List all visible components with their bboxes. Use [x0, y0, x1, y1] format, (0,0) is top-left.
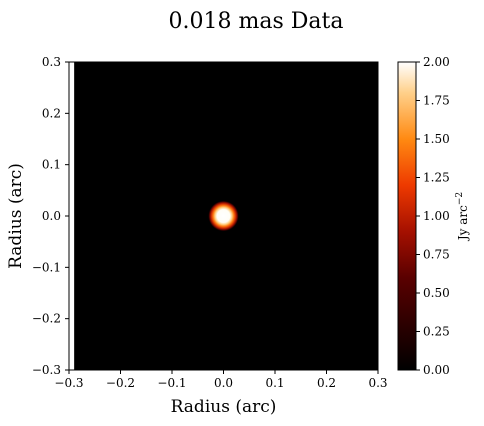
colorbar-label-exponent: −2: [455, 192, 465, 205]
colorbar-tick-label: 0.75: [423, 248, 450, 262]
chart-title: 0.018 mas Data: [169, 9, 344, 34]
plot-area: [68, 61, 379, 371]
colorbar-label-unit: Jy arc: [456, 205, 470, 242]
y-tick-label: −0.3: [32, 363, 61, 377]
x-tick-label: 0.2: [317, 376, 336, 390]
y-tick-label: −0.1: [32, 260, 61, 274]
colorbar-tick-label: 1.50: [423, 132, 450, 146]
y-axis-label: Radius (arc): [6, 163, 26, 269]
y-tick-label: −0.2: [32, 312, 61, 326]
x-tick-label: −0.2: [106, 376, 135, 390]
x-axis-ticks: −0.3 −0.2 −0.1 0.0 0.1 0.2 0.3: [54, 370, 388, 390]
x-tick-label: 0.1: [265, 376, 284, 390]
x-tick-label: 0.0: [214, 376, 233, 390]
colorbar-tick-label: 2.00: [423, 55, 450, 69]
colorbar-tick-label: 0.25: [423, 325, 450, 339]
x-tick-label: −0.3: [54, 376, 83, 390]
colorbar: 0.00 0.25 0.50 0.75 1.00 1.25 1.50 1.75 2.00 Jy …: [397, 55, 470, 377]
colorbar-tick-label: 0.50: [423, 286, 450, 300]
x-axis-label: Radius (arc): [171, 397, 277, 417]
y-tick-label: 0.0: [42, 209, 61, 223]
y-tick-label: 0.3: [42, 55, 61, 69]
colorbar-tick-label: 1.00: [423, 209, 450, 223]
y-tick-label: 0.2: [42, 106, 61, 120]
y-tick-label: 0.1: [42, 158, 61, 172]
y-axis-ticks: −0.3 −0.2 −0.1 0.0 0.1 0.2 0.3: [32, 55, 69, 377]
colorbar-tick-label: 1.75: [423, 94, 450, 108]
source-blob: [208, 200, 239, 232]
x-tick-label: 0.3: [368, 376, 387, 390]
colorbar-tick-label: 1.25: [423, 171, 450, 185]
colorbar-ticks: 0.00 0.25 0.50 0.75 1.00 1.25 1.50 1.75 2.00: [416, 55, 450, 377]
colorbar-gradient: [397, 61, 417, 371]
colorbar-tick-label: 0.00: [423, 363, 450, 377]
colorbar-label: Jy arc−2: [455, 192, 470, 242]
x-tick-label: −0.1: [157, 376, 186, 390]
